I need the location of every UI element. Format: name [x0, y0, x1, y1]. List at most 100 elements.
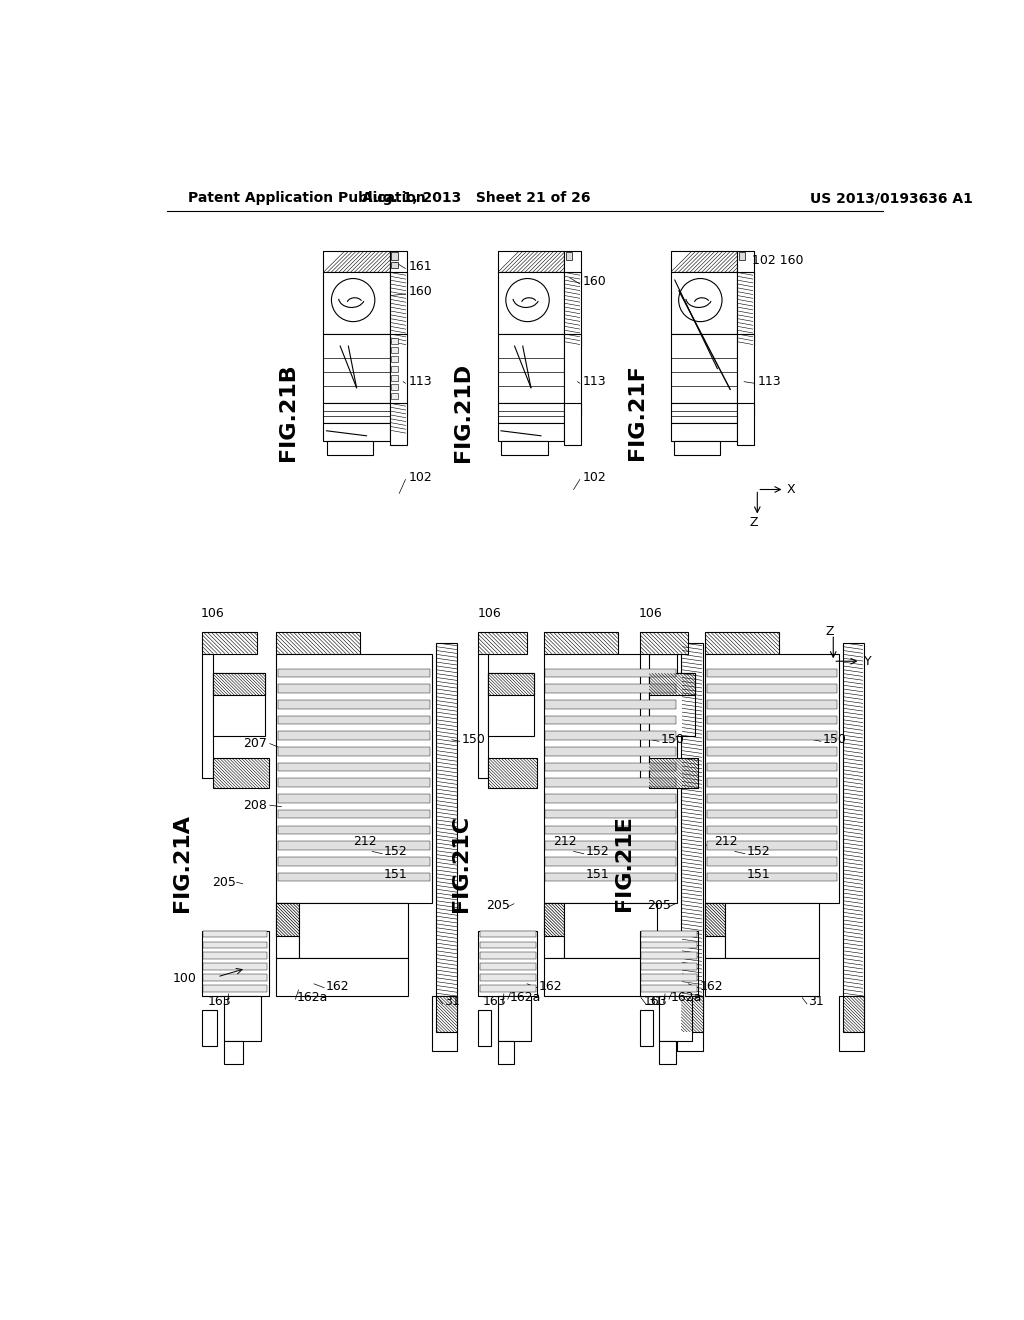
- Bar: [707, 684, 838, 693]
- Bar: [640, 931, 698, 997]
- Bar: [564, 272, 582, 346]
- Bar: [202, 632, 257, 653]
- Bar: [671, 251, 737, 272]
- Text: 102: 102: [409, 471, 432, 484]
- Bar: [707, 731, 838, 741]
- Bar: [480, 985, 536, 991]
- Bar: [278, 857, 430, 866]
- Bar: [546, 668, 676, 677]
- Bar: [640, 653, 649, 779]
- Bar: [659, 997, 692, 1041]
- Bar: [480, 941, 536, 948]
- Bar: [391, 261, 397, 268]
- Text: FIG.21F: FIG.21F: [627, 364, 647, 461]
- Bar: [391, 252, 397, 260]
- Text: 160: 160: [583, 275, 606, 288]
- Bar: [224, 1041, 243, 1064]
- Bar: [391, 393, 397, 400]
- Bar: [324, 251, 390, 272]
- Bar: [544, 958, 657, 997]
- Bar: [324, 334, 390, 404]
- Bar: [213, 673, 265, 696]
- Bar: [707, 700, 838, 709]
- Bar: [707, 779, 838, 787]
- Text: 212: 212: [553, 834, 577, 847]
- Bar: [641, 964, 696, 970]
- Text: 162: 162: [700, 979, 724, 993]
- Bar: [705, 903, 725, 936]
- Text: 151: 151: [746, 869, 770, 880]
- Bar: [498, 334, 564, 404]
- Bar: [488, 759, 538, 788]
- Bar: [391, 366, 397, 372]
- Text: 151: 151: [384, 869, 408, 880]
- Bar: [649, 673, 695, 696]
- Bar: [478, 632, 527, 653]
- Bar: [649, 673, 695, 737]
- Text: 102 160: 102 160: [752, 255, 804, 268]
- Bar: [546, 731, 676, 741]
- Bar: [480, 974, 536, 981]
- Bar: [671, 334, 737, 404]
- Bar: [498, 251, 564, 272]
- Text: Z: Z: [825, 626, 834, 639]
- Bar: [488, 673, 534, 696]
- Bar: [671, 251, 737, 272]
- Bar: [546, 857, 676, 866]
- Text: 163: 163: [208, 995, 231, 1008]
- Bar: [707, 763, 838, 771]
- Bar: [641, 941, 696, 948]
- Bar: [276, 653, 432, 903]
- Bar: [480, 964, 536, 970]
- Bar: [546, 825, 676, 834]
- Text: 161: 161: [409, 260, 432, 273]
- Bar: [737, 404, 754, 445]
- Bar: [546, 779, 676, 787]
- Bar: [435, 643, 458, 997]
- Bar: [480, 931, 536, 937]
- Text: 106: 106: [639, 607, 663, 620]
- Bar: [488, 673, 534, 737]
- Bar: [681, 997, 703, 1032]
- Bar: [707, 825, 838, 834]
- Bar: [705, 632, 779, 653]
- Bar: [843, 997, 864, 1032]
- Bar: [707, 857, 838, 866]
- Bar: [737, 273, 754, 345]
- Bar: [546, 700, 676, 709]
- Bar: [278, 763, 430, 771]
- Text: 151: 151: [586, 869, 609, 880]
- Text: 208: 208: [244, 799, 267, 812]
- Bar: [436, 644, 457, 997]
- Bar: [213, 673, 265, 737]
- Bar: [707, 841, 838, 850]
- Text: 205: 205: [647, 899, 671, 912]
- Bar: [674, 441, 720, 454]
- Bar: [278, 873, 430, 882]
- Bar: [324, 404, 390, 424]
- Text: 205: 205: [212, 875, 236, 888]
- Text: 212: 212: [714, 834, 737, 847]
- Bar: [435, 997, 458, 1032]
- Bar: [202, 653, 213, 779]
- Bar: [390, 272, 407, 346]
- Bar: [707, 873, 838, 882]
- Bar: [546, 873, 676, 882]
- Bar: [498, 424, 564, 441]
- Bar: [498, 251, 564, 272]
- Bar: [705, 632, 779, 653]
- Bar: [224, 997, 261, 1041]
- Bar: [435, 997, 458, 1032]
- Bar: [640, 632, 688, 653]
- Bar: [565, 252, 572, 260]
- Text: 113: 113: [583, 375, 606, 388]
- Bar: [544, 653, 678, 903]
- Text: 113: 113: [409, 375, 432, 388]
- Text: FIG.21D: FIG.21D: [453, 363, 473, 462]
- Text: Patent Application Publication: Patent Application Publication: [188, 191, 426, 206]
- Bar: [681, 643, 703, 997]
- Text: Aug. 1, 2013   Sheet 21 of 26: Aug. 1, 2013 Sheet 21 of 26: [362, 191, 591, 206]
- Bar: [202, 931, 268, 997]
- Text: FIG.21C: FIG.21C: [452, 814, 471, 912]
- Text: 162: 162: [326, 979, 349, 993]
